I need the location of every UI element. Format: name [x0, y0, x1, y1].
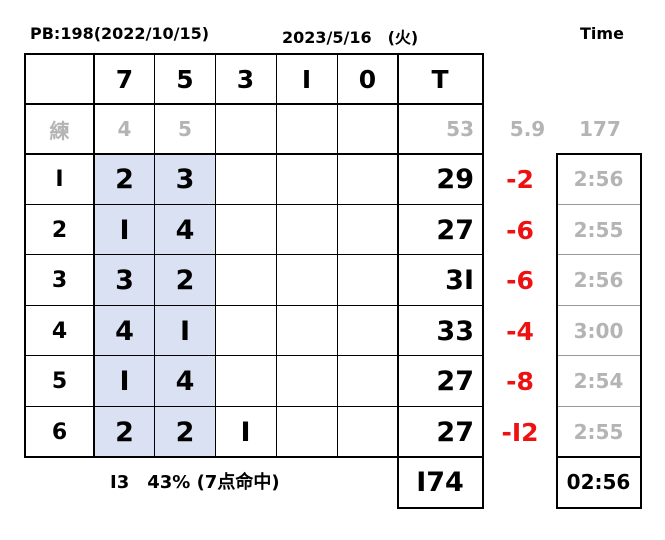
- round-count-5: 3: [175, 163, 195, 195]
- round-count-3: [215, 306, 276, 356]
- round-count-5: 4: [175, 214, 195, 246]
- round-count-3: [215, 205, 276, 255]
- average-time: 02:56: [566, 470, 631, 494]
- round-difference: -I2: [501, 417, 539, 447]
- table-border-bottom: [25, 456, 483, 458]
- round-time: 3:00: [573, 319, 624, 343]
- table-col-line: [276, 53, 277, 457]
- round-count-3: [215, 255, 276, 305]
- time-row-line: [557, 254, 641, 255]
- table-col-line: [337, 53, 338, 457]
- round-total: 29: [436, 163, 474, 195]
- grand-total: I74: [416, 466, 464, 498]
- round-label: 6: [51, 419, 68, 445]
- practice-count-7: 4: [117, 117, 132, 141]
- table-line-header: [25, 103, 483, 105]
- round-count-7: 3: [115, 264, 134, 296]
- col-header-0: 0: [358, 64, 377, 94]
- total-box-bottom: [397, 507, 484, 509]
- practice-average: 5.9: [509, 117, 546, 141]
- round-count-3: [215, 154, 276, 204]
- round-label: I: [55, 166, 64, 192]
- time-box-right: [640, 153, 642, 509]
- round-count-3: [215, 356, 276, 406]
- table-border-right: [482, 53, 484, 509]
- practice-row-label: 練: [49, 118, 70, 143]
- round-total: 33: [436, 315, 474, 347]
- round-count-7: I: [119, 365, 130, 397]
- round-total: 3I: [445, 264, 474, 296]
- round-difference: -2: [506, 164, 534, 194]
- round-label: 2: [51, 217, 68, 243]
- personal-best-label: PB:198(2022/10/15): [30, 24, 210, 43]
- time-box-bottom: [556, 507, 642, 509]
- round-difference: -6: [506, 215, 534, 245]
- time-row-line: [557, 305, 641, 306]
- round-count-5: I: [179, 315, 191, 347]
- time-column-title: Time: [580, 24, 624, 43]
- round-total: 27: [436, 416, 474, 448]
- practice-count-5: 5: [178, 117, 192, 141]
- table-col-line: [215, 53, 216, 457]
- col-header-5: 5: [176, 64, 194, 94]
- round-count-5: 4: [175, 365, 195, 397]
- table-row-line: [25, 406, 483, 407]
- round-difference: -4: [506, 316, 534, 346]
- table-row-line: [25, 305, 483, 306]
- round-time: 2:54: [573, 369, 624, 393]
- round-count-7: I: [119, 214, 130, 246]
- time-row-line: [557, 406, 641, 407]
- round-time: 2:55: [573, 218, 624, 242]
- round-label: 4: [51, 318, 68, 344]
- time-box-mid: [556, 456, 642, 458]
- table-col-line-total: [397, 53, 399, 509]
- round-count-5: 2: [175, 264, 195, 296]
- col-header-7: 7: [115, 64, 134, 94]
- table-col-line: [154, 53, 155, 457]
- time-row-line: [557, 355, 641, 356]
- time-row-line: [557, 204, 641, 205]
- round-total: 27: [436, 214, 474, 246]
- table-border-top: [25, 53, 483, 55]
- table-row-line: [25, 254, 483, 255]
- round-difference: -6: [506, 265, 534, 295]
- round-difference: -8: [506, 366, 534, 396]
- col-header-total: T: [431, 64, 449, 94]
- round-count-3: I: [240, 416, 251, 448]
- table-line-practice: [25, 153, 483, 155]
- round-count-7: 2: [115, 416, 134, 448]
- table-border-left: [24, 53, 26, 458]
- date-label: 2023/5/16 (火): [282, 28, 419, 47]
- practice-total: 53: [446, 117, 474, 141]
- round-label: 3: [51, 267, 68, 293]
- round-count-5: 2: [175, 416, 195, 448]
- table-row-line: [25, 204, 483, 205]
- table-row-line: [25, 355, 483, 356]
- round-total: 27: [436, 365, 474, 397]
- col-header-3: 3: [236, 64, 255, 94]
- round-label: 5: [51, 368, 68, 394]
- time-box-top: [556, 153, 642, 155]
- round-time: 2:56: [573, 268, 624, 292]
- practice-projection: 177: [579, 117, 621, 141]
- round-count-7: 4: [115, 315, 134, 347]
- table-col-line: [93, 53, 95, 458]
- round-count-7: 2: [115, 163, 134, 195]
- col-header-1: I: [301, 64, 312, 94]
- round-time: 2:56: [573, 167, 624, 191]
- time-box-left: [556, 153, 558, 509]
- round-time: 2:55: [573, 420, 624, 444]
- hit-summary: I3 43% (7点命中): [110, 472, 280, 493]
